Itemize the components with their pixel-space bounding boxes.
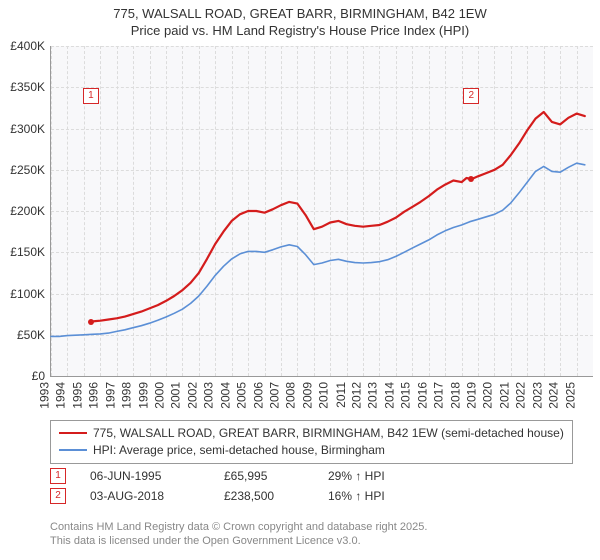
legend-swatch bbox=[59, 432, 87, 434]
x-axis-tick-label: 1994 bbox=[54, 382, 68, 409]
sales-row-date: 06-JUN-1995 bbox=[90, 469, 200, 483]
sales-row-date: 03-AUG-2018 bbox=[90, 489, 200, 503]
x-axis-tick-label: 2015 bbox=[399, 382, 413, 409]
attribution-footer: Contains HM Land Registry data © Crown c… bbox=[50, 520, 427, 549]
sale-dot-1 bbox=[88, 319, 94, 325]
x-axis-tick-label: 1995 bbox=[70, 382, 84, 409]
y-axis-tick-label: £50K bbox=[17, 328, 45, 342]
x-axis-tick-label: 2023 bbox=[530, 382, 544, 409]
x-axis-tick-label: 2001 bbox=[169, 382, 183, 409]
chart-title-block: 775, WALSALL ROAD, GREAT BARR, BIRMINGHA… bbox=[0, 0, 600, 44]
x-axis-tick-label: 2009 bbox=[300, 382, 314, 409]
x-axis-tick-label: 2004 bbox=[218, 382, 232, 409]
x-axis-tick-label: 2010 bbox=[317, 382, 331, 409]
chart-series-svg bbox=[51, 46, 593, 376]
x-axis-tick-label: 2017 bbox=[432, 382, 446, 409]
x-axis-tick-label: 2016 bbox=[415, 382, 429, 409]
x-axis-tick-label: 2005 bbox=[235, 382, 249, 409]
x-axis-tick-label: 2000 bbox=[153, 382, 167, 409]
y-axis-tick-label: £100K bbox=[10, 287, 45, 301]
x-axis-tick-label: 2008 bbox=[284, 382, 298, 409]
y-axis-tick-label: £250K bbox=[10, 163, 45, 177]
x-axis-tick-label: 1998 bbox=[120, 382, 134, 409]
legend-item: HPI: Average price, semi-detached house,… bbox=[59, 442, 564, 459]
sale-dot-2 bbox=[468, 176, 474, 182]
y-axis-tick-label: £400K bbox=[10, 39, 45, 53]
y-axis-tick-label: £350K bbox=[10, 80, 45, 94]
x-axis-tick-label: 2019 bbox=[465, 382, 479, 409]
legend-label: HPI: Average price, semi-detached house,… bbox=[93, 442, 385, 459]
x-axis-tick-label: 2013 bbox=[366, 382, 380, 409]
x-axis-tick-label: 2003 bbox=[202, 382, 216, 409]
y-axis-tick-label: £150K bbox=[10, 245, 45, 259]
sale-marker-1: 1 bbox=[83, 88, 99, 104]
sales-table: 1 06-JUN-1995 £65,995 29% ↑ HPI 2 03-AUG-2018… bbox=[50, 468, 448, 508]
x-axis-tick-label: 2025 bbox=[563, 382, 577, 409]
x-axis-tick-label: 2006 bbox=[251, 382, 265, 409]
x-axis-tick-label: 2012 bbox=[350, 382, 364, 409]
sales-row-price: £65,995 bbox=[224, 469, 304, 483]
chart-legend: 775, WALSALL ROAD, GREAT BARR, BIRMINGHA… bbox=[50, 420, 573, 464]
x-axis-tick-label: 2014 bbox=[383, 382, 397, 409]
footer-line2: This data is licensed under the Open Gov… bbox=[50, 534, 427, 548]
x-axis-tick-label: 2021 bbox=[498, 382, 512, 409]
sales-row-marker: 1 bbox=[50, 468, 66, 484]
sales-row-marker: 2 bbox=[50, 488, 66, 504]
legend-item: 775, WALSALL ROAD, GREAT BARR, BIRMINGHA… bbox=[59, 425, 564, 442]
sale-marker-2: 2 bbox=[463, 88, 479, 104]
y-axis-tick-label: £300K bbox=[10, 122, 45, 136]
y-axis-tick-label: £200K bbox=[10, 204, 45, 218]
sales-row-diff: 29% ↑ HPI bbox=[328, 469, 448, 483]
legend-label: 775, WALSALL ROAD, GREAT BARR, BIRMINGHA… bbox=[93, 425, 564, 442]
sales-row: 1 06-JUN-1995 £65,995 29% ↑ HPI bbox=[50, 468, 448, 484]
series-line-subject bbox=[91, 112, 585, 322]
sales-row: 2 03-AUG-2018 £238,500 16% ↑ HPI bbox=[50, 488, 448, 504]
chart-title-line1: 775, WALSALL ROAD, GREAT BARR, BIRMINGHA… bbox=[0, 6, 600, 23]
x-axis-tick-label: 1997 bbox=[103, 382, 117, 409]
x-axis-tick-label: 2022 bbox=[514, 382, 528, 409]
x-axis-tick-label: 2007 bbox=[268, 382, 282, 409]
sales-row-diff: 16% ↑ HPI bbox=[328, 489, 448, 503]
x-axis-tick-label: 2018 bbox=[448, 382, 462, 409]
x-axis-tick-label: 2002 bbox=[185, 382, 199, 409]
legend-swatch bbox=[59, 449, 87, 451]
x-axis-tick-label: 1996 bbox=[87, 382, 101, 409]
x-axis-tick-label: 2024 bbox=[547, 382, 561, 409]
chart-title-line2: Price paid vs. HM Land Registry's House … bbox=[0, 23, 600, 40]
x-axis-tick-label: 1993 bbox=[38, 382, 52, 409]
x-axis-tick-label: 1999 bbox=[136, 382, 150, 409]
footer-line1: Contains HM Land Registry data © Crown c… bbox=[50, 520, 427, 534]
series-line-hpi bbox=[51, 163, 585, 336]
chart-plot-area: £0£50K£100K£150K£200K£250K£300K£350K£400… bbox=[50, 46, 593, 377]
sales-row-price: £238,500 bbox=[224, 489, 304, 503]
x-axis-tick-label: 2011 bbox=[334, 382, 348, 408]
x-axis-tick-label: 2020 bbox=[481, 382, 495, 409]
